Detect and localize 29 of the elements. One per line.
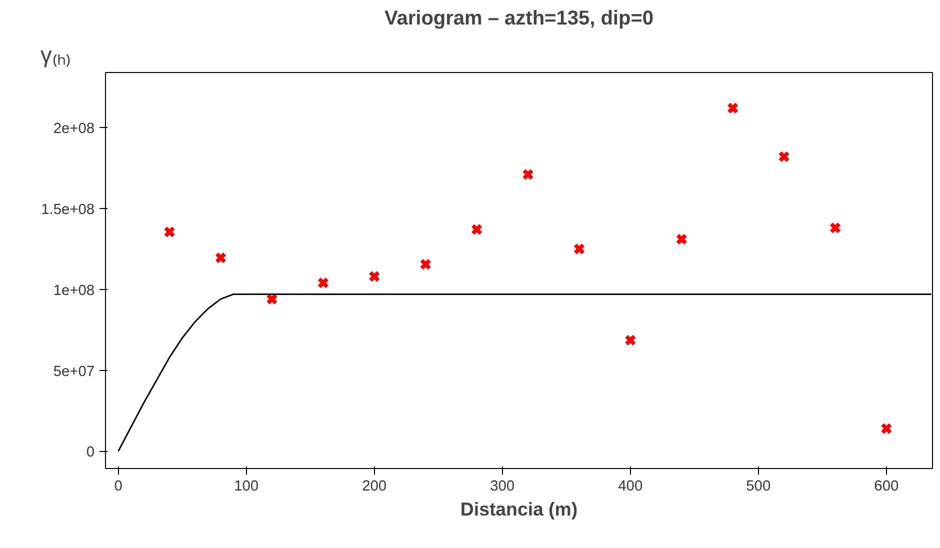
point xyxy=(676,233,688,246)
point xyxy=(624,334,636,346)
x-tick-label: 300 xyxy=(490,478,515,494)
point xyxy=(164,226,176,238)
point xyxy=(317,276,330,289)
point xyxy=(214,252,227,264)
y-tick-label: 2e+08 xyxy=(53,121,95,138)
x-tick-label: 500 xyxy=(746,478,771,494)
y-tick-label: 0 xyxy=(86,444,95,461)
point xyxy=(368,270,380,282)
x-tick-label: 600 xyxy=(874,478,899,494)
point xyxy=(778,150,790,163)
point xyxy=(522,168,534,180)
x-tick-label: 400 xyxy=(618,478,643,494)
x-axis-title: Distancia (m) xyxy=(460,498,578,520)
chart-title: Variogram – azth=135, dip=0 xyxy=(384,8,654,30)
point xyxy=(420,258,432,270)
x-tick-label: 0 xyxy=(114,478,122,494)
point xyxy=(573,243,586,255)
point xyxy=(470,224,483,236)
y-tick-label: 5e+07 xyxy=(53,364,95,380)
x-tick-label: 100 xyxy=(234,478,259,494)
point xyxy=(880,422,892,434)
x-tick-label: 200 xyxy=(362,478,387,494)
y-tick-label: 1e+08 xyxy=(53,282,95,299)
y-axis-title: γ₍ₕ₎ xyxy=(40,42,71,68)
point xyxy=(726,102,739,114)
point xyxy=(829,222,842,234)
y-tick-label: 1.5e+08 xyxy=(41,202,95,218)
